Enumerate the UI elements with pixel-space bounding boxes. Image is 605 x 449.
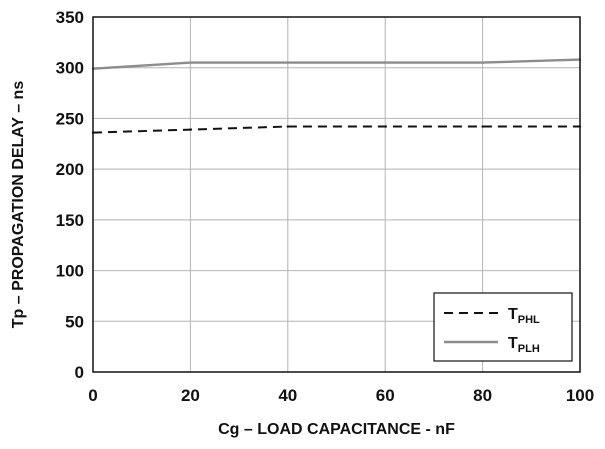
x-tick-label: 40	[278, 386, 297, 405]
data-point-tphl	[286, 125, 289, 128]
y-tick-label: 50	[65, 312, 84, 331]
legend-label-tplh: TPLH	[508, 335, 540, 355]
x-tick-label: 60	[376, 386, 395, 405]
data-point-tplh	[286, 61, 289, 64]
data-point-tplh	[189, 61, 192, 64]
y-tick-label: 0	[75, 363, 84, 382]
legend-label-main: T	[508, 335, 518, 352]
data-point-tplh	[481, 61, 484, 64]
plot-area-frame	[92, 16, 581, 373]
series-lines	[91, 58, 582, 134]
x-tick-label: 20	[181, 386, 200, 405]
legend-box	[433, 292, 573, 362]
y-tick-label: 350	[56, 8, 84, 27]
legend-label-sub: PHL	[518, 314, 540, 326]
y-axis-title: Tp – PROPAGATION DELAY – ns	[10, 81, 27, 329]
x-axis-title: Cg – LOAD CAPACITANCE - nF	[218, 421, 455, 438]
y-tick-label: 150	[56, 211, 84, 230]
series-line-tphl	[92, 125, 580, 134]
series-line-tplh	[92, 58, 581, 70]
legend-label-sub: PLH	[518, 343, 540, 355]
data-point-tphl	[481, 125, 484, 128]
y-tick-label: 100	[56, 262, 84, 281]
legend-label-tphl: TPHL	[508, 306, 540, 326]
y-tick-label: 250	[56, 109, 84, 128]
x-tick-label: 80	[473, 386, 492, 405]
data-point-tphl	[384, 125, 387, 128]
y-tick-label: 300	[56, 59, 84, 78]
data-point-tphl	[189, 128, 192, 131]
data-point-tplh	[384, 61, 387, 64]
legend-label-main: T	[508, 306, 518, 323]
x-tick-label: 100	[566, 386, 594, 405]
x-tick-label: 0	[88, 386, 97, 405]
tick-labels: 0 20 40 60 80 100 0 50 100 150 200 250 300 350	[56, 8, 595, 405]
y-tick-label: 200	[56, 160, 84, 179]
